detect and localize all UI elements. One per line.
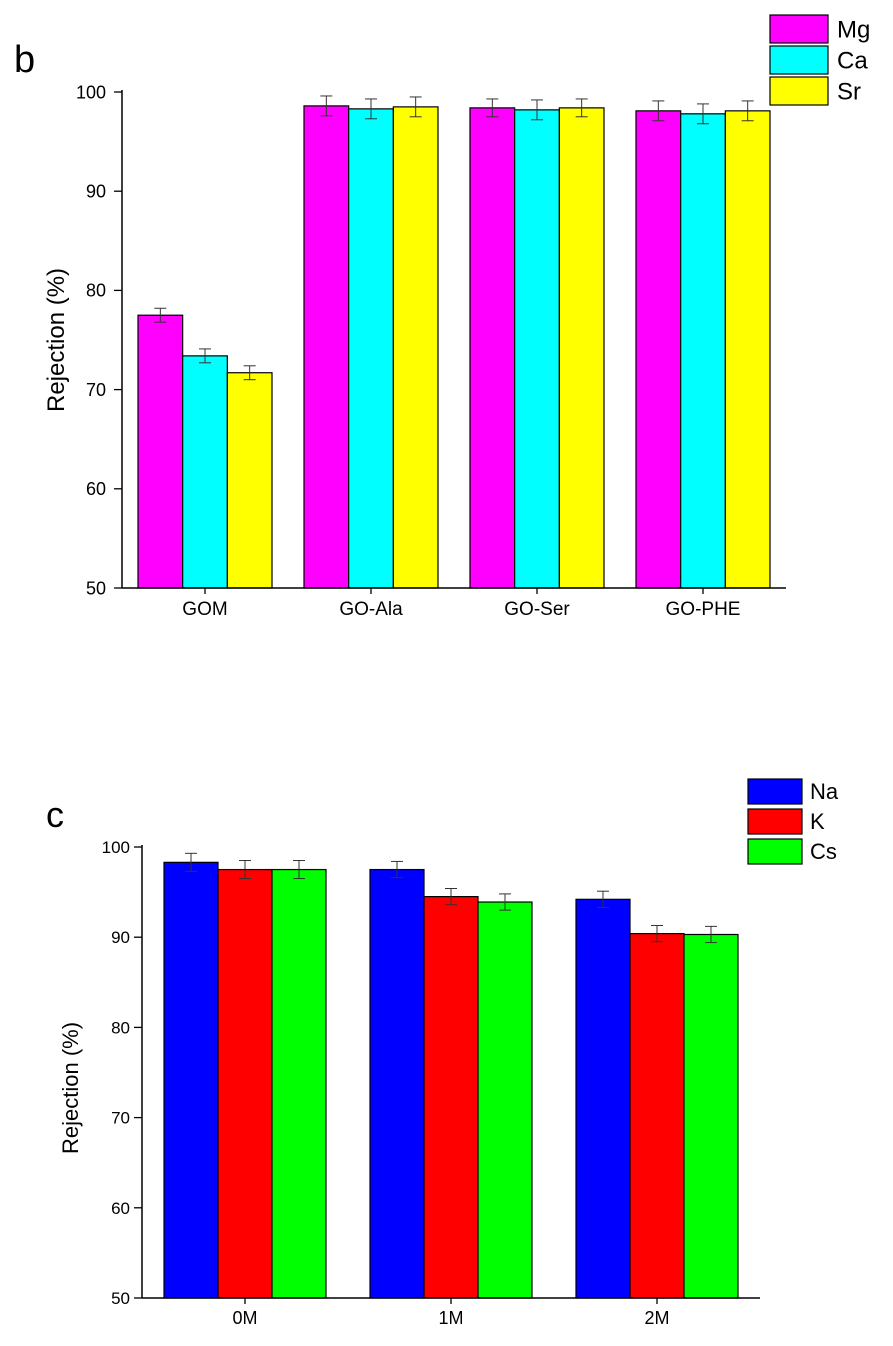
y-tick-label: 100 [76,82,106,102]
bar-cs [683,933,739,1299]
bar-ca [182,355,228,589]
bar-mg [137,314,184,589]
legend-label: Cs [810,839,837,864]
y-tick-label: 100 [102,838,130,857]
chart-panel-b: b Rejection (%) 50 60 70 80 90 100 GOM GO-Ala GO… [14,14,870,620]
chart-panel-c: c Rejection (%) 50 60 70 80 90 100 0M 1M 2M Na K Cs [46,778,839,1328]
bar-na [575,898,631,1299]
y-tick-label: 70 [86,380,106,400]
legend-swatch-ca [769,45,829,75]
legend-label: Mg [837,16,870,43]
legend-swatch-mg [769,14,829,44]
panel-label: b [14,39,35,81]
y-tick-label: 80 [86,281,106,301]
x-tick-label: GO-PHE [666,599,741,620]
bar-k [217,868,273,1299]
y-tick-label: 60 [111,1199,130,1218]
y-tick-label: 50 [86,578,106,598]
legend-label: Ca [837,47,868,74]
legend-swatch-k [747,808,803,835]
bar-sr [392,106,439,589]
y-tick-label: 70 [111,1109,130,1128]
legend-label: Na [810,779,839,804]
bar-sr [558,107,605,589]
x-tick-label: 1M [438,1308,463,1328]
bar-mg [635,110,682,589]
bar-mg [303,105,350,589]
bar-cs [477,901,533,1299]
y-tick-label: 50 [111,1289,130,1308]
bar-ca [514,109,560,589]
y-axis-label: Rejection (%) [43,268,70,412]
legend-swatch-na [747,778,803,805]
x-tick-label: GO-Ser [504,599,570,620]
legend-swatch-sr [769,76,829,106]
y-tick-label: 90 [111,928,130,947]
bar-k [423,896,479,1299]
bar-mg [469,107,516,589]
bar-ca [348,108,394,589]
bar-ca [680,113,726,589]
bar-na [163,861,219,1299]
panel-label: c [46,794,64,835]
x-tick-label: 2M [644,1308,669,1328]
x-tick-label: GOM [182,599,227,620]
y-axis-label: Rejection (%) [58,1022,83,1154]
y-tick-label: 90 [86,182,106,202]
bar-k [629,932,685,1299]
x-tick-label: 0M [232,1308,257,1328]
y-tick-label: 60 [86,479,106,499]
bar-sr [226,372,273,589]
y-tick-label: 80 [111,1018,130,1037]
legend-swatch-cs [747,838,803,865]
x-tick-label: GO-Ala [339,599,403,620]
bar-sr [724,110,771,589]
bar-na [369,868,425,1299]
legend-label: Sr [837,78,861,105]
bar-cs [271,868,327,1299]
legend-label: K [810,809,825,834]
